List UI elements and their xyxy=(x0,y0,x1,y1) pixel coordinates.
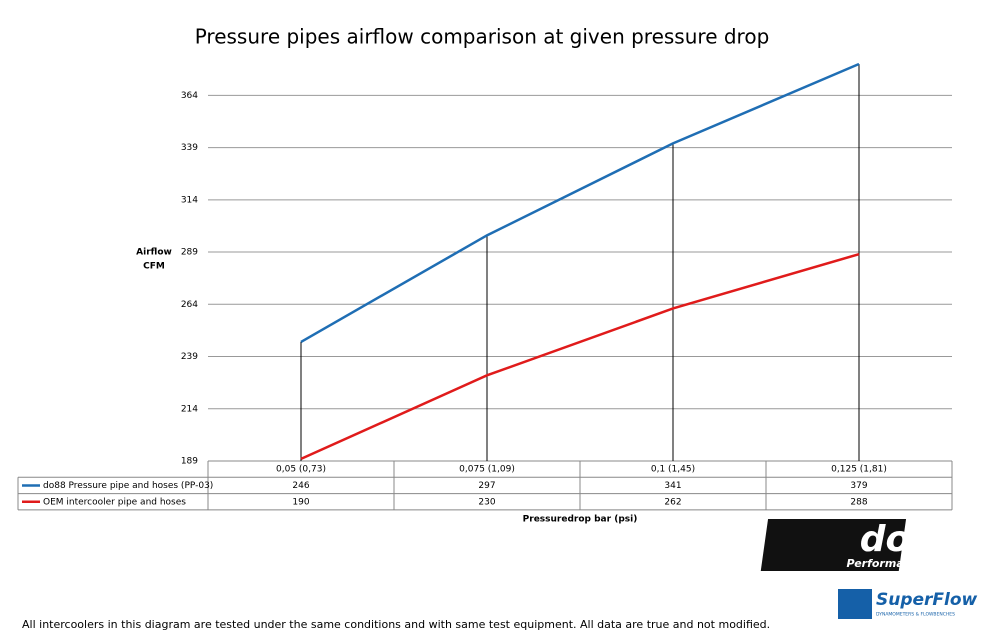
chart-title: Pressure pipes airflow comparison at giv… xyxy=(195,25,770,49)
logo-text: DYNAMOMETERS & FLOWBENCHES xyxy=(876,612,955,618)
logo-text: Performance xyxy=(846,557,926,570)
table-value: 288 xyxy=(850,497,867,507)
y-tick-label: 314 xyxy=(181,195,198,205)
legend-label: OEM intercooler pipe and hoses xyxy=(43,497,186,507)
x-tick-label: 0,05 (0,73) xyxy=(276,465,326,475)
y-axis-label: CFM xyxy=(143,262,165,272)
do88-logo: do88 Performance xyxy=(760,519,961,571)
table-value: 262 xyxy=(664,497,681,507)
legend-label: do88 Pressure pipe and hoses (PP-03) xyxy=(43,481,213,491)
logo-bg xyxy=(760,519,907,571)
table-value: 246 xyxy=(292,481,309,491)
y-tick-label: 264 xyxy=(181,300,198,310)
table-value: 341 xyxy=(664,481,681,491)
superflow-logo: SuperFlow DYNAMOMETERS & FLOWBENCHES xyxy=(838,589,978,619)
series-line xyxy=(300,62,860,343)
x-axis-label: Pressuredrop bar (psi) xyxy=(523,515,638,525)
footnote: All intercoolers in this diagram are tes… xyxy=(22,618,770,631)
y-tick-label: 339 xyxy=(181,143,198,153)
y-axis-label: Airflow xyxy=(136,248,172,258)
x-tick-label: 0,1 (1,45) xyxy=(651,465,695,475)
table-value: 297 xyxy=(478,481,495,491)
y-tick-label: 189 xyxy=(181,457,198,467)
y-tick-label: 239 xyxy=(181,352,198,362)
table-value: 379 xyxy=(850,481,867,491)
y-tick-label: 289 xyxy=(181,248,198,258)
logo-text: do88 xyxy=(860,519,961,560)
y-tick-label: 364 xyxy=(181,91,198,101)
table-value: 190 xyxy=(292,497,309,507)
logo-text: SuperFlow xyxy=(876,590,978,610)
x-tick-label: 0,125 (1,81) xyxy=(831,465,887,475)
y-tick-label: 214 xyxy=(181,404,198,414)
table-value: 230 xyxy=(478,497,495,507)
x-tick-label: 0,075 (1,09) xyxy=(459,465,515,475)
logo-icon xyxy=(838,589,872,619)
series-line xyxy=(300,252,860,461)
